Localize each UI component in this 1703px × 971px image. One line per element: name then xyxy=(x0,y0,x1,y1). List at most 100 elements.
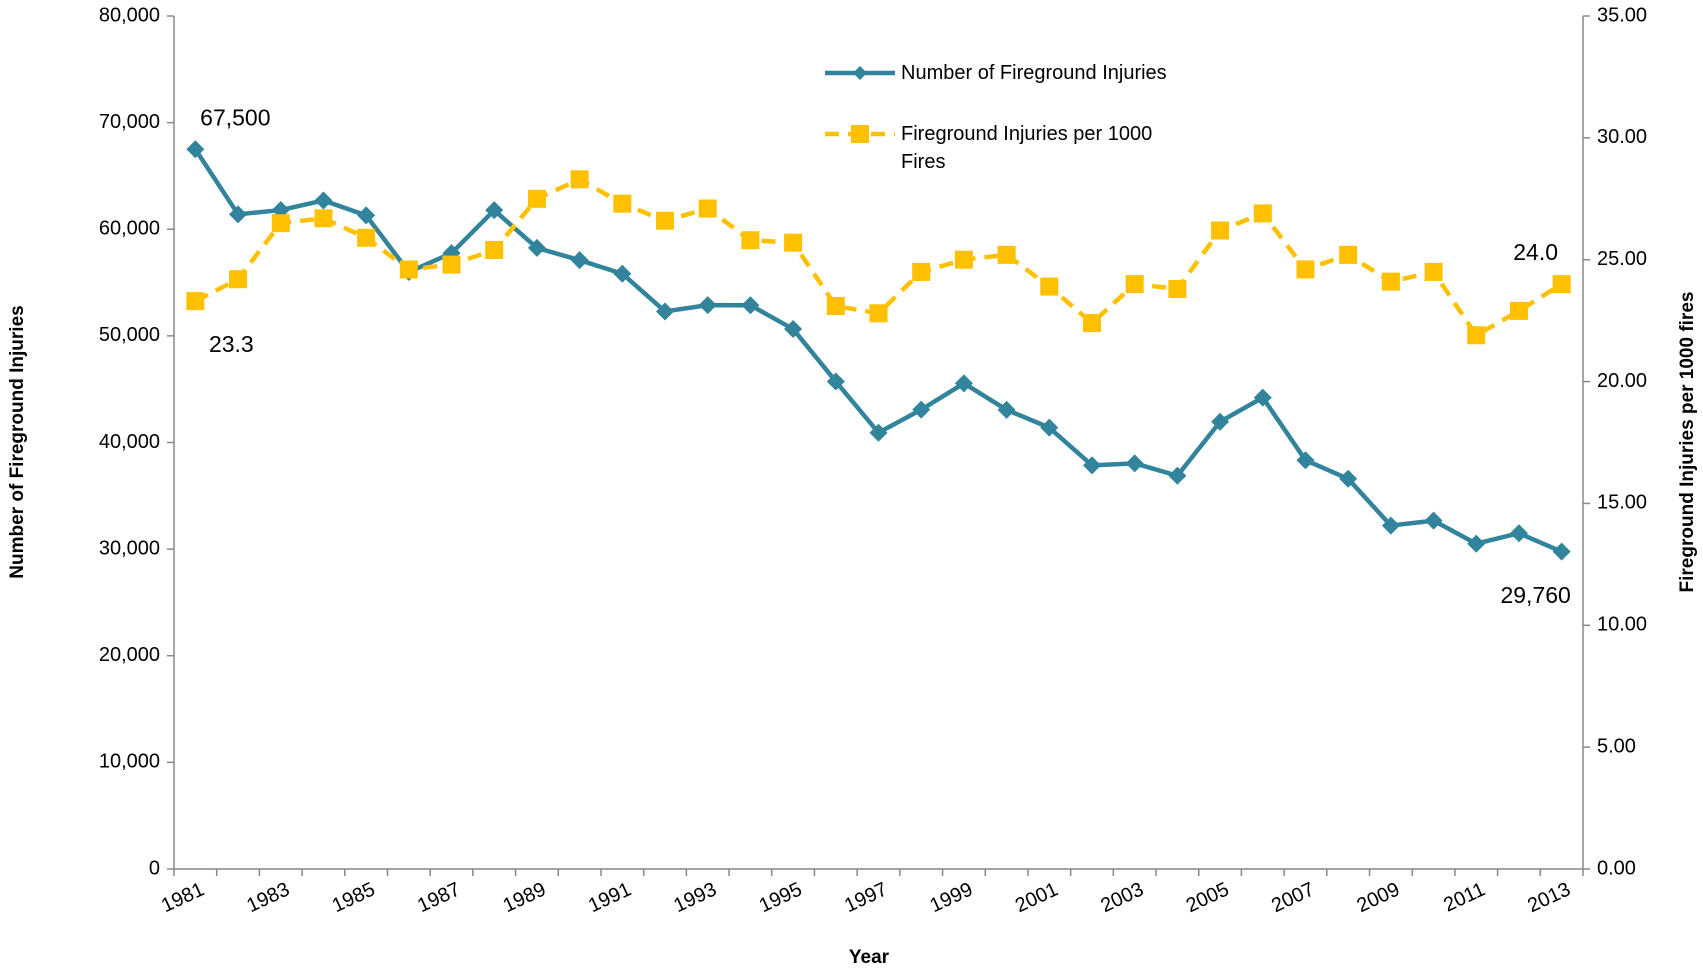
x-tick-label: 1999 xyxy=(927,878,977,917)
x-tick-label: 2003 xyxy=(1097,878,1147,917)
x-tick-label: 1995 xyxy=(756,878,806,917)
marker xyxy=(1296,451,1315,470)
y-tick-label: 60,000 xyxy=(99,218,160,240)
marker xyxy=(1040,277,1059,296)
marker xyxy=(1296,260,1315,279)
marker xyxy=(1509,301,1528,320)
marker xyxy=(1040,418,1059,437)
y2-tick-label: 10.00 xyxy=(1597,614,1647,636)
x-tick-label: 2013 xyxy=(1524,878,1574,917)
y-tick-label: 0 xyxy=(149,857,160,879)
marker xyxy=(186,292,205,311)
legend-label: Number of Fireground Injuries xyxy=(901,62,1167,84)
marker xyxy=(1339,245,1358,264)
marker xyxy=(1253,204,1272,223)
marker xyxy=(442,255,461,274)
marker xyxy=(826,297,845,316)
marker xyxy=(1467,326,1486,345)
series-line xyxy=(193,148,1563,554)
x-tick-label: 2005 xyxy=(1183,878,1233,917)
marker xyxy=(186,140,205,159)
y-tick-label: 40,000 xyxy=(99,431,160,453)
x-tick-label: 1989 xyxy=(500,878,550,917)
marker xyxy=(1125,275,1144,294)
marker xyxy=(229,270,248,289)
y-tick-label: 30,000 xyxy=(99,537,160,559)
marker xyxy=(527,238,546,257)
marker xyxy=(271,214,290,233)
y2-tick-label: 25.00 xyxy=(1597,248,1647,270)
legend-marker xyxy=(853,66,867,80)
marker xyxy=(357,228,376,247)
legend-marker xyxy=(851,125,869,143)
marker xyxy=(1168,466,1187,485)
y2-tick-label: 30.00 xyxy=(1597,126,1647,148)
y2-tick-label: 35.00 xyxy=(1597,4,1647,26)
data-label: 29,760 xyxy=(1500,582,1570,608)
data-label: 67,500 xyxy=(200,104,270,130)
marker xyxy=(698,199,717,218)
marker xyxy=(741,296,760,315)
marker xyxy=(826,372,845,391)
x-tick-label: 1991 xyxy=(585,878,635,917)
y2-axis-title: Fireground Injuries per 1000 fires xyxy=(1677,292,1698,593)
x-tick-label: 1983 xyxy=(243,878,293,917)
x-tick-label: 1985 xyxy=(329,878,379,917)
data-label: 24.0 xyxy=(1513,239,1558,265)
marker xyxy=(314,209,333,228)
marker xyxy=(1552,275,1571,294)
marker xyxy=(1381,516,1400,535)
marker xyxy=(869,423,888,442)
marker xyxy=(1253,388,1272,407)
marker xyxy=(656,302,675,321)
x-tick-label: 1981 xyxy=(158,878,208,917)
marker xyxy=(570,170,589,189)
legend-label: Fireground Injuries per 1000 Fires xyxy=(901,123,1153,173)
marker xyxy=(1082,456,1101,475)
marker xyxy=(485,201,504,220)
marker xyxy=(570,251,589,270)
marker xyxy=(1339,469,1358,488)
marker xyxy=(613,194,632,213)
marker xyxy=(1509,524,1528,543)
marker xyxy=(912,400,931,419)
x-tick-label: 2001 xyxy=(1012,878,1062,917)
marker xyxy=(1211,221,1230,240)
marker xyxy=(698,296,717,315)
marker xyxy=(997,245,1016,264)
marker xyxy=(912,262,931,281)
marker xyxy=(527,189,546,208)
marker xyxy=(314,191,333,210)
marker xyxy=(357,206,376,225)
y-tick-label: 50,000 xyxy=(99,324,160,346)
marker xyxy=(613,264,632,283)
marker xyxy=(1424,262,1443,281)
y-tick-label: 80,000 xyxy=(99,4,160,26)
x-tick-label: 1993 xyxy=(670,878,720,917)
y2-tick-label: 20.00 xyxy=(1597,370,1647,392)
marker xyxy=(997,400,1016,419)
marker xyxy=(1467,534,1486,553)
marker xyxy=(784,233,803,252)
y-tick-label: 20,000 xyxy=(99,644,160,666)
marker xyxy=(1082,314,1101,333)
y2-tick-label: 5.00 xyxy=(1597,735,1636,757)
marker xyxy=(485,240,504,259)
marker xyxy=(1424,511,1443,530)
marker xyxy=(954,374,973,393)
marker xyxy=(1168,279,1187,298)
marker xyxy=(869,304,888,323)
y-tick-label: 70,000 xyxy=(99,111,160,133)
marker xyxy=(954,250,973,269)
marker xyxy=(1125,454,1144,473)
marker xyxy=(229,205,248,224)
y-axis-title: Number of Fireground Injuries xyxy=(7,305,28,578)
data-label: 23.3 xyxy=(209,331,254,357)
marker xyxy=(741,231,760,250)
marker xyxy=(1211,412,1230,431)
x-tick-label: 2009 xyxy=(1354,878,1404,917)
marker xyxy=(656,211,675,230)
marker xyxy=(1552,542,1571,561)
x-tick-label: 2011 xyxy=(1440,878,1488,916)
